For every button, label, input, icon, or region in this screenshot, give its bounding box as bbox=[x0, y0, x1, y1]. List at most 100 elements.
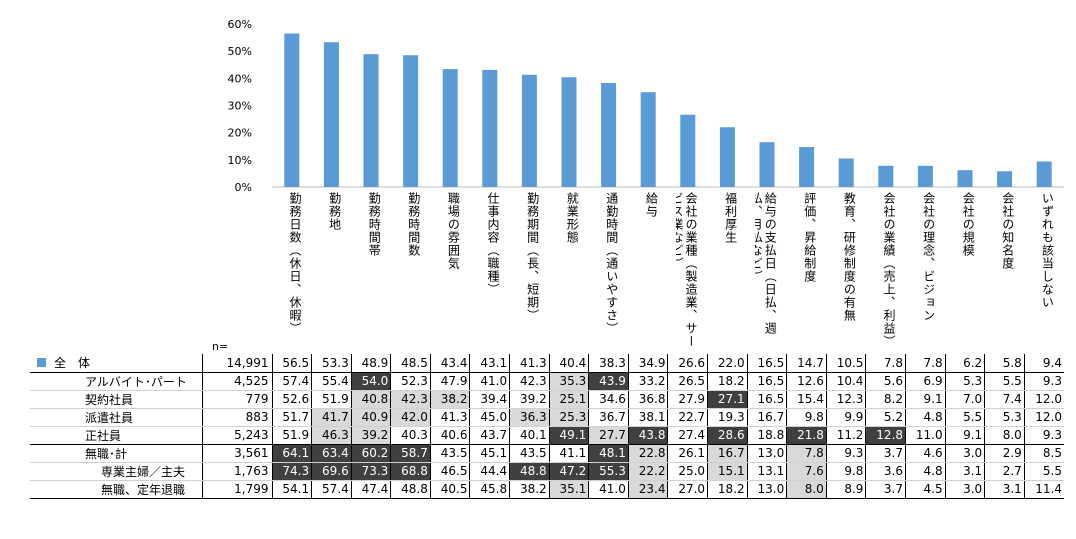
value-cell: 45.0 bbox=[469, 408, 510, 427]
value-cell: 9.3 bbox=[1023, 426, 1064, 445]
value-cell: 41.3 bbox=[429, 408, 470, 427]
value-cell: 54.1 bbox=[271, 480, 312, 499]
value-cell: 7.8 bbox=[905, 354, 946, 373]
value-cell: 43.7 bbox=[469, 426, 510, 445]
value-cell: 27.7 bbox=[588, 426, 629, 445]
bar bbox=[442, 69, 458, 187]
bar bbox=[838, 158, 854, 187]
table-row: 専業主婦／主夫 1,763 74.3 69.6 73.3 68.8 46.5 44.4 48.8… bbox=[30, 462, 1064, 481]
row-n: 1,799 bbox=[201, 480, 273, 499]
value-cell: 46.5 bbox=[429, 462, 470, 481]
value-cell: 4.5 bbox=[905, 480, 946, 499]
value-cell: 16.5 bbox=[746, 372, 787, 391]
value-cell: 18.2 bbox=[707, 480, 748, 499]
value-cell: 47.2 bbox=[548, 462, 589, 481]
value-cell: 44.4 bbox=[469, 462, 510, 481]
value-cell: 43.5 bbox=[509, 444, 550, 463]
value-cell: 7.8 bbox=[865, 354, 906, 373]
table-row: アルバイト･パート 4,525 57.4 55.4 54.0 52.3 47.9 41.0 42… bbox=[30, 372, 1064, 391]
value-cell: 16.7 bbox=[746, 408, 787, 427]
y-tick-label: 0% bbox=[235, 181, 252, 194]
row-n: 779 bbox=[201, 390, 273, 409]
value-cell: 48.1 bbox=[588, 444, 629, 463]
value-cell: 8.0 bbox=[786, 480, 827, 499]
value-cell: 43.8 bbox=[627, 426, 668, 445]
value-cell: 3.0 bbox=[944, 480, 985, 499]
value-cell: 5.5 bbox=[984, 372, 1025, 391]
value-cell: 28.6 bbox=[707, 426, 748, 445]
row-n: 3,561 bbox=[201, 444, 273, 463]
value-cell: 69.6 bbox=[311, 462, 352, 481]
value-cell: 40.1 bbox=[509, 426, 550, 445]
legend-swatch bbox=[37, 358, 46, 368]
value-cell: 5.8 bbox=[984, 354, 1025, 373]
value-cell: 3.7 bbox=[865, 444, 906, 463]
value-cell: 41.0 bbox=[588, 480, 629, 499]
row-label: 全 体 bbox=[30, 354, 203, 373]
value-cell: 22.0 bbox=[707, 354, 748, 373]
category-label: 評価、昇給制度 bbox=[802, 192, 817, 283]
value-cell: 12.0 bbox=[1023, 408, 1064, 427]
value-cell: 23.4 bbox=[627, 480, 668, 499]
value-cell: 15.1 bbox=[707, 462, 748, 481]
value-cell: 25.3 bbox=[548, 408, 589, 427]
value-cell: 26.5 bbox=[667, 372, 708, 391]
value-cell: 48.9 bbox=[350, 354, 391, 373]
row-label: 派遣社員 bbox=[30, 408, 203, 427]
value-cell: 3.1 bbox=[984, 480, 1025, 499]
value-cell: 73.3 bbox=[350, 462, 391, 481]
bar bbox=[997, 171, 1013, 187]
value-cell: 43.5 bbox=[429, 444, 470, 463]
value-cell: 18.8 bbox=[746, 426, 787, 445]
value-cell: 39.2 bbox=[509, 390, 550, 409]
value-cell: 11.4 bbox=[1023, 480, 1064, 499]
bar bbox=[1036, 161, 1052, 187]
table-row: 契約社員 779 52.6 51.9 40.8 42.3 38.2 39.4 39.2 25.1 3… bbox=[30, 390, 1064, 409]
value-cell: 42.3 bbox=[509, 372, 550, 391]
value-cell: 27.4 bbox=[667, 426, 708, 445]
value-cell: 36.3 bbox=[509, 408, 550, 427]
value-cell: 19.3 bbox=[707, 408, 748, 427]
value-cell: 9.8 bbox=[786, 408, 827, 427]
value-cell: 9.1 bbox=[905, 390, 946, 409]
value-cell: 56.5 bbox=[271, 354, 312, 373]
row-label: 無職･計 bbox=[30, 444, 203, 463]
row-label: 無職、定年退職 bbox=[30, 480, 203, 499]
value-cell: 11.0 bbox=[905, 426, 946, 445]
value-cell: 35.3 bbox=[548, 372, 589, 391]
value-cell: 68.8 bbox=[390, 462, 431, 481]
value-cell: 9.4 bbox=[1023, 354, 1064, 373]
bar bbox=[680, 114, 696, 187]
table-row: 無職･計 3,561 64.1 63.4 60.2 58.7 43.5 45.1 43.5 41.… bbox=[30, 444, 1064, 463]
row-n: 14,991 bbox=[201, 354, 273, 373]
value-cell: 51.9 bbox=[311, 390, 352, 409]
bar bbox=[561, 77, 577, 187]
row-label: 契約社員 bbox=[30, 390, 203, 409]
value-cell: 3.7 bbox=[865, 480, 906, 499]
value-cell: 12.8 bbox=[865, 426, 906, 445]
value-cell: 9.3 bbox=[1023, 372, 1064, 391]
row-label: アルバイト･パート bbox=[30, 372, 203, 391]
category-label: 会社の理念、ビジョン bbox=[921, 192, 936, 322]
value-cell: 8.2 bbox=[865, 390, 906, 409]
value-cell: 8.5 bbox=[1023, 444, 1064, 463]
category-label: 会社の業績（売上、利益） bbox=[882, 192, 896, 348]
value-cell: 9.1 bbox=[944, 426, 985, 445]
value-cell: 40.8 bbox=[350, 390, 391, 409]
value-cell: 5.3 bbox=[944, 372, 985, 391]
value-cell: 43.1 bbox=[469, 354, 510, 373]
category-label: 通勤時間（通いやすさ） bbox=[604, 192, 619, 335]
value-cell: 41.1 bbox=[548, 444, 589, 463]
value-cell: 5.5 bbox=[944, 408, 985, 427]
value-cell: 48.8 bbox=[390, 480, 431, 499]
value-cell: 51.9 bbox=[271, 426, 312, 445]
bar bbox=[521, 74, 537, 187]
value-cell: 34.6 bbox=[588, 390, 629, 409]
value-cell: 9.3 bbox=[825, 444, 866, 463]
value-cell: 38.1 bbox=[627, 408, 668, 427]
y-tick-label: 40% bbox=[228, 72, 252, 85]
value-cell: 2.7 bbox=[984, 462, 1025, 481]
value-cell: 4.8 bbox=[905, 462, 946, 481]
row-label: 専業主婦／主夫 bbox=[30, 462, 203, 481]
value-cell: 54.0 bbox=[350, 372, 391, 391]
